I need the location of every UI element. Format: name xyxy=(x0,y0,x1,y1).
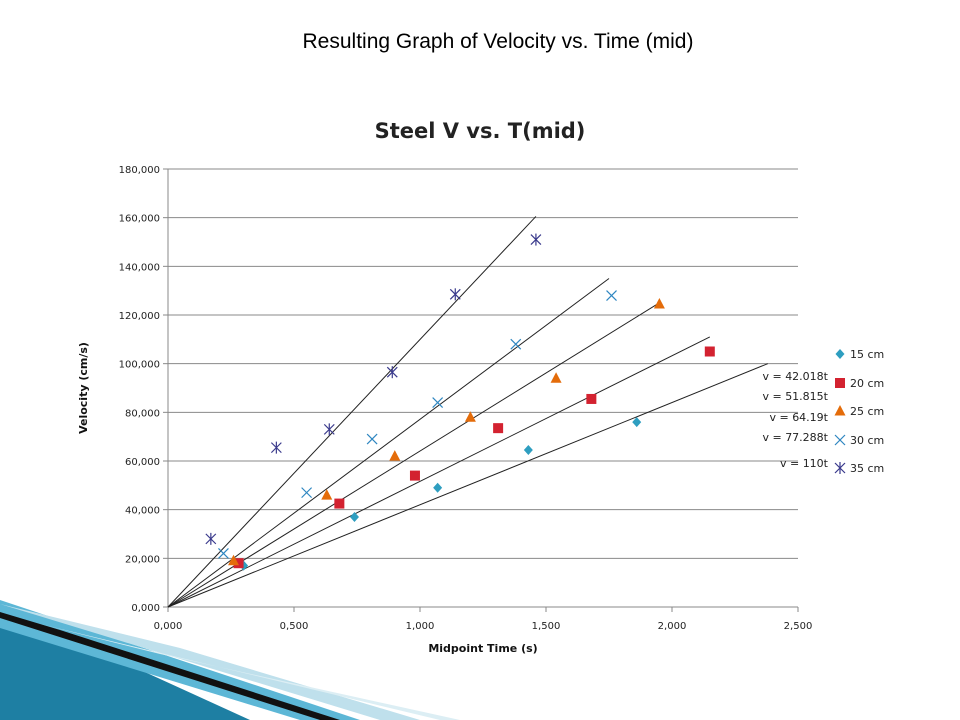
y-tick-label: 0,000 xyxy=(131,603,160,614)
legend-label: 20 cm xyxy=(850,377,884,390)
data-point xyxy=(432,397,444,409)
data-point xyxy=(550,372,562,383)
trendline xyxy=(167,216,537,608)
y-tick-label: 180,000 xyxy=(119,165,160,176)
data-point xyxy=(233,558,244,569)
y-tick-label: 140,000 xyxy=(119,262,160,273)
y-tick-label: 100,000 xyxy=(119,360,160,371)
legend-marker xyxy=(834,434,846,446)
data-point xyxy=(464,411,476,422)
data-point xyxy=(270,441,282,454)
trendline-equations: v = 42.018t v = 51.815t v = 64.19t v = 77.2… xyxy=(762,370,828,470)
y-tick-label: 20,000 xyxy=(125,554,160,565)
legend-label: 15 cm xyxy=(850,348,884,361)
data-point xyxy=(301,487,313,499)
data-point xyxy=(493,423,504,434)
legend-marker xyxy=(835,349,845,359)
trendline xyxy=(167,278,610,608)
x-axis-label: Midpoint Time (s) xyxy=(428,642,537,655)
trendline-equation: v = 64.19t xyxy=(769,411,828,424)
y-tick-label: 120,000 xyxy=(119,311,160,322)
trendline-equation: v = 77.288t xyxy=(762,431,828,444)
trendline xyxy=(167,363,768,608)
data-point xyxy=(366,433,378,445)
data-points xyxy=(205,233,715,571)
trendline xyxy=(167,336,711,608)
legend-label: 30 cm xyxy=(850,434,884,447)
y-tick-label: 160,000 xyxy=(119,214,160,225)
legend: 15 cm 20 cm 25 cm 30 cm 35 cm xyxy=(834,348,884,475)
x-tick-label: 0,000 xyxy=(154,621,183,632)
data-point xyxy=(334,498,345,509)
trendline xyxy=(167,302,660,608)
legend-marker xyxy=(834,405,846,416)
x-tick-label: 1,000 xyxy=(406,621,435,632)
x-tick-label: 1,500 xyxy=(532,621,561,632)
chart-title: Steel V vs. T(mid) xyxy=(375,119,586,143)
data-point xyxy=(530,233,542,246)
y-tick-label: 60,000 xyxy=(125,457,160,468)
x-tick-label: 2,500 xyxy=(784,621,813,632)
data-point xyxy=(409,470,420,481)
x-tick-label: 0,500 xyxy=(280,621,309,632)
y-axis-ticks: 0,000 20,000 40,000 60,000 80,000 100,000 120,… xyxy=(119,165,168,614)
data-point xyxy=(449,288,461,301)
gridlines xyxy=(168,168,798,559)
data-point xyxy=(433,482,443,493)
data-point xyxy=(205,532,217,545)
trendline-equation: v = 110t xyxy=(780,457,829,470)
data-point xyxy=(653,298,665,309)
trendline-equation: v = 51.815t xyxy=(762,390,828,403)
data-point xyxy=(228,554,240,566)
data-point xyxy=(704,346,715,357)
data-point xyxy=(323,423,335,436)
slide-title: Resulting Graph of Velocity vs. Time (mi… xyxy=(302,30,694,53)
y-axis-label: Velocity (cm/s) xyxy=(77,342,90,434)
legend-marker xyxy=(834,462,846,474)
legend-label: 25 cm xyxy=(850,405,884,418)
data-point xyxy=(632,417,642,428)
data-point xyxy=(586,393,597,404)
x-axis-ticks: 0,000 0,500 1,000 1,500 2,000 2,500 xyxy=(154,607,813,632)
trendlines xyxy=(167,216,768,608)
trendline-equation: v = 42.018t xyxy=(762,370,828,383)
data-point xyxy=(606,290,617,301)
data-point xyxy=(510,338,522,350)
legend-label: 35 cm xyxy=(850,462,884,475)
legend-marker xyxy=(835,378,845,388)
data-point xyxy=(523,445,533,456)
data-point xyxy=(218,548,229,559)
data-point xyxy=(349,511,359,522)
data-point xyxy=(386,366,398,379)
y-tick-label: 40,000 xyxy=(125,506,160,517)
data-point xyxy=(321,489,333,500)
x-tick-label: 2,000 xyxy=(658,621,687,632)
data-point xyxy=(389,450,401,461)
decorative-ribbon xyxy=(0,600,460,720)
y-tick-label: 80,000 xyxy=(125,408,160,419)
